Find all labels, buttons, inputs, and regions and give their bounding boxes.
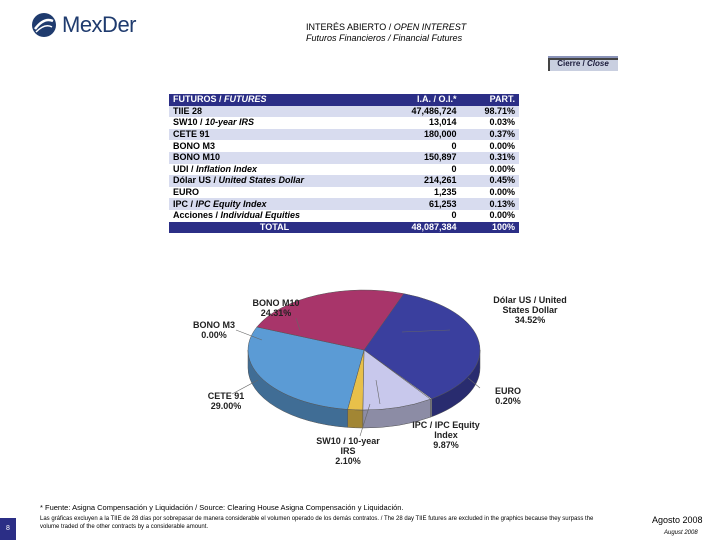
pie-slice: [362, 349, 431, 411]
open-interest-table: FUTUROS / FUTURES I.A. / O.I.* PART. TII…: [169, 94, 519, 234]
row-oi: 0: [380, 209, 461, 222]
label-m3: BONO M3 0.00%: [192, 320, 235, 340]
close-tab: Cierre / Close: [548, 56, 618, 71]
row-oi: 47,486,724: [380, 105, 461, 118]
row-name: Acciones / Individual Equities: [169, 209, 381, 222]
header-part: PART.: [460, 94, 519, 106]
row-part: 0.00%: [460, 186, 519, 199]
page-title: INTERÉS ABIERTO / OPEN INTEREST Futuros …: [306, 22, 467, 43]
label-cete: CETE 91 29.00%: [207, 391, 245, 411]
row-part: 0.00%: [460, 163, 519, 176]
table-row: UDI / Inflation Index 0 0.00%: [169, 163, 519, 176]
date-es: Agosto 2008: [652, 515, 703, 525]
header-oi: I.A. / O.I.*: [380, 94, 461, 106]
row-part: 0.00%: [460, 140, 519, 152]
table-total-row: TOTAL 48,087,384 100%: [169, 221, 519, 234]
label-m10: BONO M10 24.31%: [252, 298, 300, 318]
table-row: SW10 / 10-year IRS 13,014 0.03%: [169, 117, 519, 129]
total-oi: 48,087,384: [380, 221, 461, 234]
table-row: Acciones / Individual Equities 0 0.00%: [169, 209, 519, 222]
row-name: Dólar US / United States Dollar: [169, 175, 381, 187]
row-oi: 1,235: [380, 186, 461, 199]
leader-line: [467, 377, 481, 389]
row-name: SW10 / 10-year IRS: [169, 117, 381, 129]
row-part: 0.03%: [460, 117, 519, 129]
row-oi: 61,253: [380, 198, 461, 210]
date-en: August 2008: [664, 530, 698, 536]
label-ipc: IPC / IPC Equity Index 9.87%: [412, 420, 480, 450]
table-row: BONO M3 0 0.00%: [169, 140, 519, 152]
leader-line: [401, 329, 451, 333]
header-futures: FUTUROS / FUTURES: [169, 94, 381, 106]
table-row: Dólar US / United States Dollar 214,261 0.…: [169, 175, 519, 187]
table-row: CETE 91 180,000 0.37%: [169, 128, 519, 141]
row-name: CETE 91: [169, 128, 381, 141]
row-part: 0.45%: [460, 175, 519, 187]
table-row: BONO M10 150,897 0.31%: [169, 151, 519, 164]
globe-icon: [32, 13, 56, 37]
leader-line: [359, 403, 371, 437]
leader-line: [295, 317, 301, 331]
row-oi: 13,014: [380, 117, 461, 129]
table-row: TIIE 28 47,486,724 98.71%: [169, 105, 519, 118]
row-part: 0.00%: [460, 209, 519, 222]
table-header-row: FUTUROS / FUTURES I.A. / O.I.* PART.: [169, 94, 519, 106]
notes: Las gráficas excluyen a la TIIE de 28 dí…: [40, 516, 594, 530]
label-sw10: SW10 / 10-year IRS 2.10%: [316, 436, 380, 466]
row-name: EURO: [169, 186, 381, 199]
pie-slice: [247, 326, 365, 410]
row-name: BONO M10: [169, 151, 381, 164]
row-name: UDI / Inflation Index: [169, 163, 381, 176]
total-part: 100%: [460, 221, 519, 234]
row-oi: 0: [380, 163, 461, 176]
table-row: IPC / IPC Equity Index 61,253 0.13%: [169, 198, 519, 210]
row-part: 0.37%: [460, 128, 519, 141]
leader-line: [235, 329, 263, 341]
row-oi: 214,261: [380, 175, 461, 187]
table-row: EURO 1,235 0.00%: [169, 186, 519, 199]
row-part: 0.13%: [460, 198, 519, 210]
row-name: IPC / IPC Equity Index: [169, 198, 381, 210]
leader-line: [375, 379, 381, 405]
total-label: TOTAL: [169, 221, 381, 234]
row-name: TIIE 28: [169, 105, 381, 118]
page-number: 8: [0, 518, 16, 540]
mexder-logo: MexDer: [30, 8, 140, 42]
row-name: BONO M3: [169, 140, 381, 152]
pie-slice: [256, 289, 405, 351]
logo-text: MexDer: [62, 12, 137, 37]
page-subtitle: Futuros Financieros / Financial Futures: [306, 33, 463, 43]
leader-line: [231, 379, 259, 395]
label-usd: Dólar US / United States Dollar 34.52%: [493, 295, 567, 325]
pie-slice: [363, 293, 481, 400]
row-part: 98.71%: [460, 105, 519, 118]
row-oi: 180,000: [380, 128, 461, 141]
footnote: * Fuente: Asigna Compensación y Liquidac…: [40, 503, 404, 512]
row-oi: 0: [380, 140, 461, 152]
label-euro: EURO 0.20%: [494, 386, 521, 406]
row-oi: 150,897: [380, 151, 461, 164]
pie-side: [347, 409, 364, 429]
row-part: 0.31%: [460, 151, 519, 164]
